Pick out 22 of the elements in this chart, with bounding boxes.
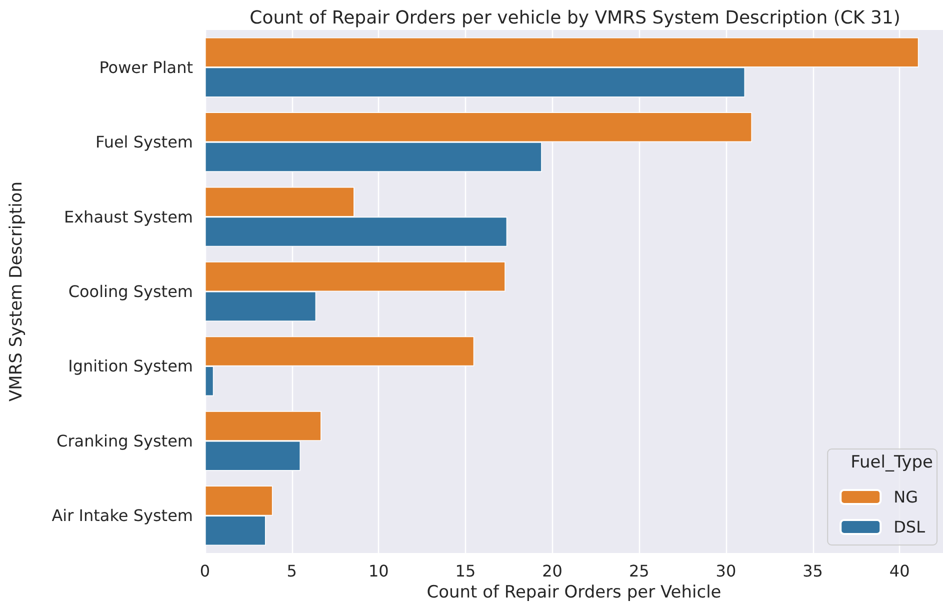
y-axis-title: VMRS System Description — [6, 182, 26, 402]
legend-label: NG — [894, 488, 918, 506]
x-tick-label: 0 — [200, 562, 210, 580]
legend-label: DSL — [894, 518, 926, 536]
x-tick-label: 5 — [286, 562, 297, 580]
x-tick-label: 35 — [802, 562, 823, 580]
y-tick-label: Power Plant — [99, 58, 193, 77]
y-tick-label: Exhaust System — [64, 207, 193, 226]
y-tick-label: Ignition System — [68, 356, 193, 376]
y-tick-label: Cranking System — [56, 431, 193, 450]
x-tick-label: 15 — [455, 562, 476, 580]
x-tick-label: 30 — [716, 562, 736, 580]
chart-title: Count of Repair Orders per vehicle by VMRS System Description (CK 31) — [250, 8, 900, 28]
x-tick-label: 10 — [368, 562, 389, 580]
legend-title: Fuel_Type — [850, 452, 934, 472]
y-tick-label: Fuel System — [95, 132, 193, 152]
y-tick-label: Air Intake System — [52, 506, 193, 526]
x-axis-title: Count of Repair Orders per Vehicle — [426, 582, 722, 602]
y-tick-label: Cooling System — [68, 282, 193, 301]
x-tick-label: 40 — [889, 562, 910, 580]
x-tick-label: 25 — [628, 562, 650, 580]
x-tick-label: 20 — [542, 562, 562, 580]
